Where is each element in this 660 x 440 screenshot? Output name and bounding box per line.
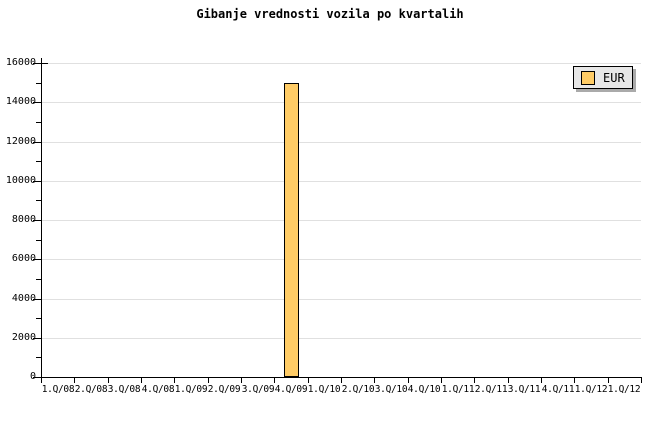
- x-tick: [341, 378, 342, 383]
- x-tick: [174, 378, 175, 383]
- x-tick-label: 4.Q/10: [407, 384, 441, 395]
- x-tick: [108, 378, 109, 383]
- x-tick: [641, 378, 642, 383]
- y-tick-label: 14000: [5, 96, 36, 107]
- x-tick: [608, 378, 609, 383]
- y-tick: [33, 299, 41, 300]
- y-tick: [33, 102, 41, 103]
- y-tick: [33, 259, 41, 260]
- x-tick: [208, 378, 209, 383]
- legend-swatch-icon: [581, 70, 595, 85]
- x-tick: [274, 378, 275, 383]
- x-tick-label: 4.Q/09: [274, 384, 308, 395]
- x-tick: [474, 378, 475, 383]
- y-tick: [36, 240, 41, 241]
- y-tick: [36, 83, 41, 84]
- y-tick: [33, 338, 41, 339]
- y-tick: [36, 279, 41, 280]
- y-gridline: [41, 142, 641, 143]
- y-tick: [36, 357, 41, 358]
- y-tick-label: 0: [29, 371, 36, 382]
- x-tick-label: 2.Q/11: [474, 384, 508, 395]
- y-tick: [33, 63, 41, 64]
- y-gridline: [41, 181, 641, 182]
- y-tick-label: 8000: [11, 214, 36, 225]
- x-tick: [574, 378, 575, 383]
- y-tick-label: 12000: [5, 136, 36, 147]
- y-tick: [33, 220, 41, 221]
- y-axis-top-cap: [41, 63, 48, 64]
- x-tick: [241, 378, 242, 383]
- x-tick: [374, 378, 375, 383]
- y-gridline: [41, 299, 641, 300]
- x-tick-label: 2.Q/09: [207, 384, 241, 395]
- x-tick: [74, 378, 75, 383]
- y-gridline: [41, 63, 641, 64]
- x-tick-label: 1.Q/12: [607, 384, 641, 395]
- x-tick-label: 2.Q/08: [74, 384, 108, 395]
- y-tick-label: 4000: [11, 293, 36, 304]
- x-tick-label: 3.Q/10: [374, 384, 408, 395]
- x-tick-label: 1.Q/11: [441, 384, 475, 395]
- y-gridline: [41, 220, 641, 221]
- x-tick-label: 1.Q/08: [41, 384, 75, 395]
- legend-series-label: EUR: [603, 70, 625, 85]
- x-tick: [41, 378, 42, 383]
- x-tick-label: 4.Q/11: [541, 384, 575, 395]
- y-axis-line: [41, 58, 42, 378]
- x-tick-label: 3.Q/09: [241, 384, 275, 395]
- y-tick: [36, 122, 41, 123]
- y-tick: [36, 318, 41, 319]
- x-tick: [441, 378, 442, 383]
- y-tick: [33, 377, 41, 378]
- legend-box: EUR: [573, 66, 633, 89]
- y-tick-label: 6000: [11, 253, 36, 264]
- y-gridline: [41, 338, 641, 339]
- x-tick: [508, 378, 509, 383]
- y-tick-label: 16000: [5, 57, 36, 68]
- bar: [284, 83, 299, 377]
- y-tick: [33, 181, 41, 182]
- x-axis-line: [41, 377, 642, 378]
- x-tick-label: 1.Q/10: [307, 384, 341, 395]
- y-tick: [36, 200, 41, 201]
- x-tick: [308, 378, 309, 383]
- x-tick-label: 1.Q/12: [574, 384, 608, 395]
- x-tick-label: 2.Q/10: [341, 384, 375, 395]
- x-tick-label: 3.Q/11: [507, 384, 541, 395]
- y-tick-label: 10000: [5, 175, 36, 186]
- chart-title: Gibanje vrednosti vozila po kvartalih: [196, 7, 464, 21]
- y-gridline: [41, 102, 641, 103]
- x-tick-label: 4.Q/08: [141, 384, 175, 395]
- x-tick-label: 1.Q/09: [174, 384, 208, 395]
- x-tick-label: 3.Q/08: [107, 384, 141, 395]
- y-tick: [33, 142, 41, 143]
- x-tick: [541, 378, 542, 383]
- y-tick-label: 2000: [11, 332, 36, 343]
- x-tick: [141, 378, 142, 383]
- x-tick: [408, 378, 409, 383]
- y-tick: [36, 161, 41, 162]
- y-gridline: [41, 259, 641, 260]
